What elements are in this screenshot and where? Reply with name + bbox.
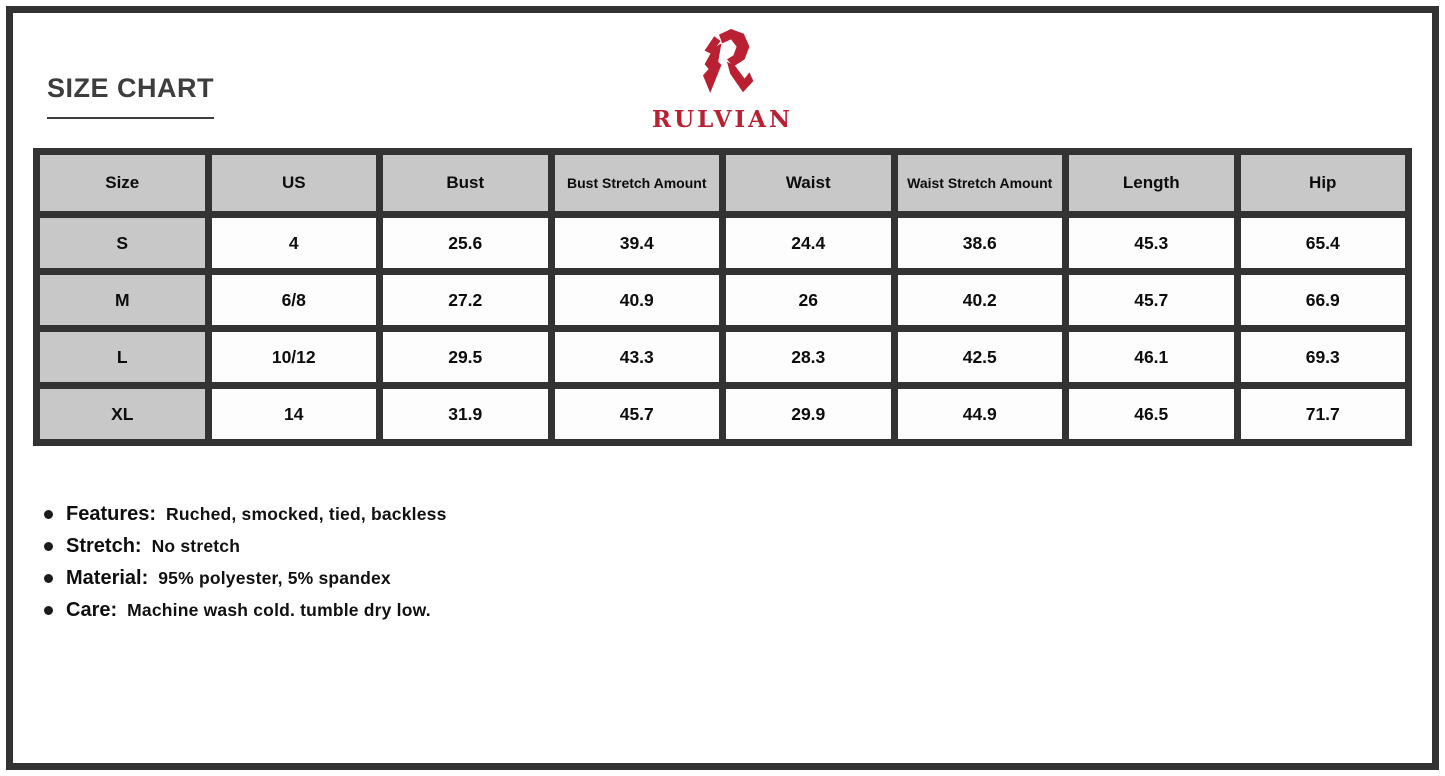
column-header-waist: Waist	[719, 148, 898, 218]
bullet-icon	[44, 509, 53, 519]
column-header-waist-stretch: Waist Stretch Amount	[890, 148, 1069, 218]
table-cell: 42.5	[890, 325, 1069, 389]
table-cell-size: XL	[33, 382, 212, 446]
table-row-s: S 4 25.6 39.4 24.4 38.6 45.3 65.4	[33, 211, 1412, 275]
table-cell: 14	[204, 382, 383, 446]
table-cell: 45.3	[1062, 211, 1241, 275]
size-table: Size US Bust Bust Stretch Amount Waist W…	[33, 148, 1412, 446]
table-cell: 38.6	[890, 211, 1069, 275]
table-cell: 25.6	[376, 211, 555, 275]
table-row-l: L 10/12 29.5 43.3 28.3 42.5 46.1 69.3	[33, 325, 1412, 389]
table-cell: 10/12	[204, 325, 383, 389]
detail-label: Features:	[66, 502, 157, 525]
bullet-icon	[44, 573, 53, 583]
title-block: SIZE CHART	[47, 73, 214, 119]
brand-logo: RULVIAN	[593, 25, 853, 133]
detail-value: No stretch	[151, 535, 241, 556]
detail-value: 95% polyester, 5% spandex	[158, 567, 391, 588]
detail-value: Machine wash cold. tumble dry low.	[127, 599, 431, 620]
table-cell: 26	[719, 268, 898, 332]
table-cell: 31.9	[376, 382, 555, 446]
column-header-us: US	[204, 148, 383, 218]
detail-value: Ruched, smocked, tied, backless	[166, 503, 447, 524]
bullet-icon	[44, 541, 53, 551]
table-cell: 45.7	[1062, 268, 1241, 332]
table-cell: 40.9	[547, 268, 726, 332]
brand-logo-r-icon	[702, 29, 753, 93]
table-cell: 46.1	[1062, 325, 1241, 389]
table-cell: 45.7	[547, 382, 726, 446]
brand-name: RULVIAN	[651, 106, 794, 133]
table-cell: 69.3	[1233, 325, 1412, 389]
column-header-bust: Bust	[376, 148, 555, 218]
bullet-icon	[44, 605, 53, 615]
table-cell: 6/8	[204, 268, 383, 332]
table-header-row: Size US Bust Bust Stretch Amount Waist W…	[33, 148, 1412, 218]
detail-label: Stretch:	[66, 534, 142, 557]
table-cell: 65.4	[1233, 211, 1412, 275]
table-row-m: M 6/8 27.2 40.9 26 40.2 45.7 66.9	[33, 268, 1412, 332]
column-header-size: Size	[33, 148, 212, 218]
column-header-bust-stretch: Bust Stretch Amount	[547, 148, 726, 218]
table-cell: 28.3	[719, 325, 898, 389]
table-cell: 27.2	[376, 268, 555, 332]
detail-item-stretch: Stretch: No stretch	[44, 534, 447, 558]
product-details-list: Features: Ruched, smocked, tied, backles…	[44, 502, 447, 630]
table-cell: 29.9	[719, 382, 898, 446]
table-cell: 24.4	[719, 211, 898, 275]
detail-item-material: Material: 95% polyester, 5% spandex	[44, 566, 447, 590]
table-cell: 44.9	[890, 382, 1069, 446]
table-cell-size: S	[33, 211, 212, 275]
table-cell: 40.2	[890, 268, 1069, 332]
table-cell: 29.5	[376, 325, 555, 389]
detail-item-features: Features: Ruched, smocked, tied, backles…	[44, 502, 447, 526]
table-cell: 4	[204, 211, 383, 275]
table-cell: 71.7	[1233, 382, 1412, 446]
column-header-length: Length	[1062, 148, 1241, 218]
table-cell-size: M	[33, 268, 212, 332]
column-header-hip: Hip	[1233, 148, 1412, 218]
table-cell: 43.3	[547, 325, 726, 389]
page-border: SIZE CHART RULVIAN Size US Bust Bust Str…	[6, 6, 1439, 770]
detail-label: Material:	[66, 566, 149, 589]
table-cell: 66.9	[1233, 268, 1412, 332]
table-row-xl: XL 14 31.9 45.7 29.9 44.9 46.5 71.7	[33, 382, 1412, 446]
page-title: SIZE CHART	[47, 73, 214, 119]
table-cell: 46.5	[1062, 382, 1241, 446]
table-cell: 39.4	[547, 211, 726, 275]
table-cell-size: L	[33, 325, 212, 389]
detail-item-care: Care: Machine wash cold. tumble dry low.	[44, 598, 447, 622]
detail-label: Care:	[66, 598, 118, 621]
